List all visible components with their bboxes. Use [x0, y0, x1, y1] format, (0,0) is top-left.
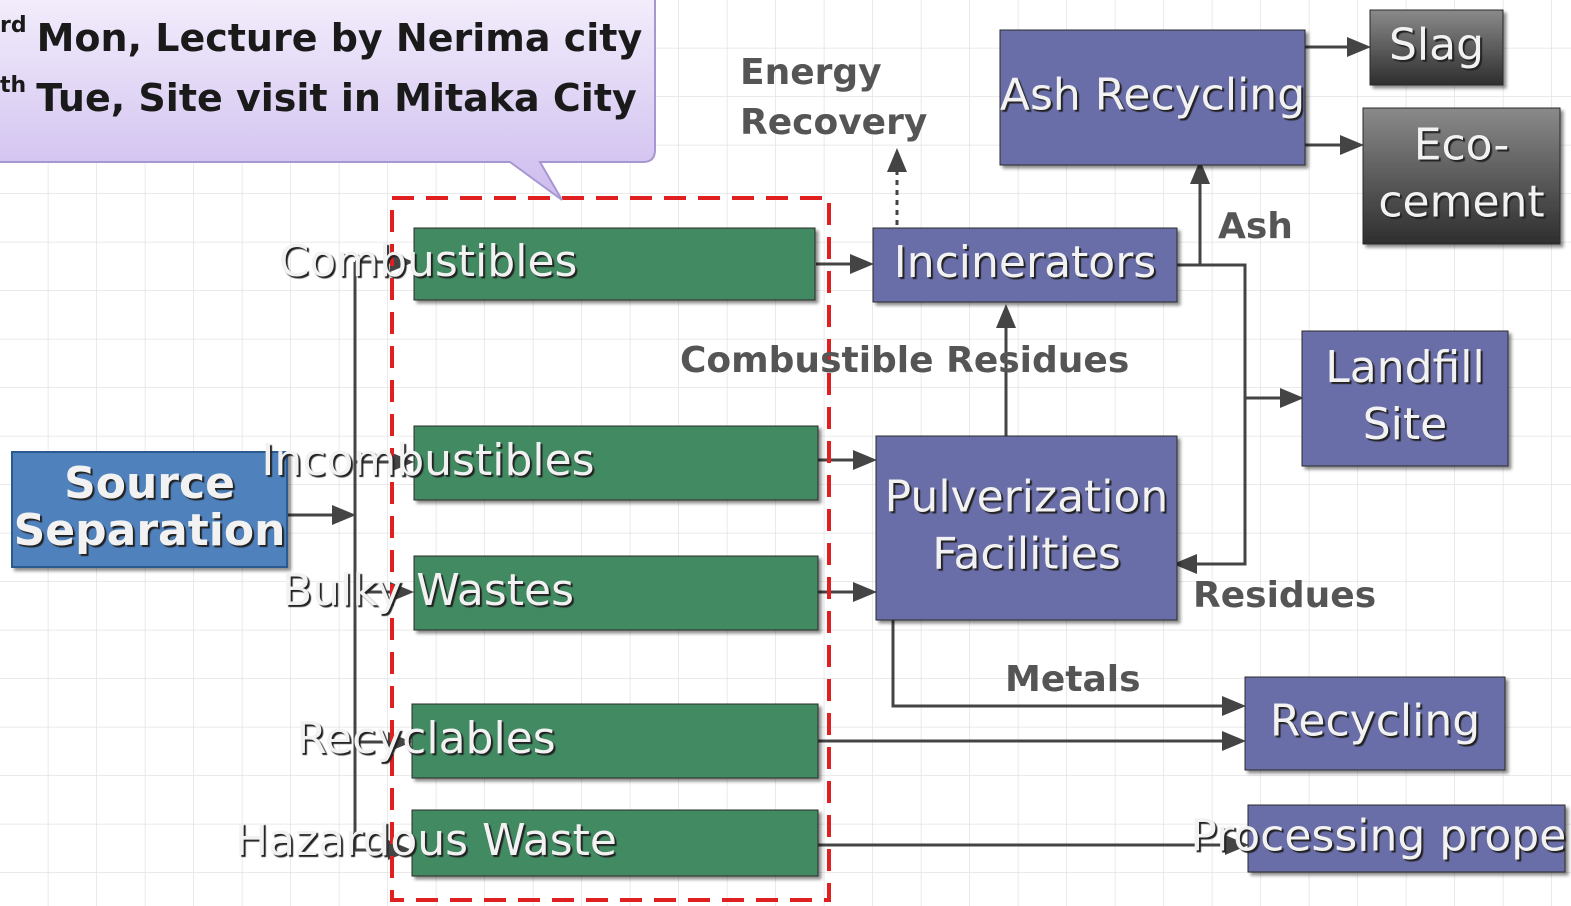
node-box — [1301, 330, 1509, 467]
node-label: Pulverization — [885, 471, 1169, 522]
node-slag: Slag — [1369, 9, 1504, 86]
node-box — [1247, 804, 1566, 873]
node-box — [999, 29, 1306, 166]
superscript: rd — [0, 13, 27, 38]
node-incinerators: Incinerators — [872, 227, 1178, 303]
node-box — [1362, 107, 1561, 245]
node-label: Bulky Wastes — [282, 565, 574, 616]
node-box — [1244, 676, 1506, 771]
node-label: cement — [1378, 177, 1544, 228]
node-label: Ash Recycling — [1000, 70, 1305, 121]
node-label: Facilities — [932, 529, 1121, 580]
node-box — [411, 703, 819, 779]
node-combustibles: Combustibles — [279, 227, 816, 301]
node-label: Hazardous Waste — [235, 815, 617, 866]
callout-text: Tue, Site visit in Mitaka City — [36, 76, 637, 120]
node-label: Incombustibles — [261, 435, 594, 486]
node-label: Site — [1363, 399, 1447, 450]
node-hazardous: Hazardous Waste — [235, 809, 819, 877]
node-label: Recycling — [1270, 696, 1480, 747]
node-label: Recyclables — [296, 713, 555, 764]
edge-label: Ash — [1218, 206, 1293, 247]
node-processing: Processing properly — [1190, 804, 1571, 873]
node-box — [875, 435, 1178, 621]
callout-text: Mon, Lecture by Nerima city — [37, 16, 643, 60]
superscript: th — [0, 73, 26, 98]
node-landfill: Landfill Site — [1301, 330, 1509, 467]
callout-line: th Tue, Site visit in Mitaka City — [0, 73, 637, 120]
node-box — [413, 227, 816, 301]
callout: rd Mon, Lecture by Nerima city th Tue, Site… — [0, 0, 656, 201]
node-incombustibles: Incombustibles — [261, 425, 819, 501]
node-box — [11, 451, 288, 568]
edge-label: Combustible Residues — [680, 340, 1129, 381]
node-box — [872, 227, 1178, 303]
node-label: Separation — [14, 505, 286, 556]
node-recycling: Recycling — [1244, 676, 1506, 771]
node-bulky: Bulky Wastes — [282, 555, 819, 631]
node-label: Processing properly — [1190, 811, 1571, 862]
node-label: Combustibles — [279, 236, 578, 287]
edge-label: Metals — [1005, 659, 1141, 700]
node-ash-recycling: Ash Recycling — [999, 29, 1306, 166]
node-box — [1369, 9, 1504, 86]
node-pulverization: Pulverization Facilities — [875, 435, 1178, 621]
node-box — [411, 809, 819, 877]
node-label: Source — [64, 458, 235, 509]
node-label: Incinerators — [894, 237, 1156, 288]
node-eco-cement: Eco-cement — [1362, 107, 1561, 245]
node-label: Slag — [1389, 20, 1484, 71]
edge-label: Energy — [740, 52, 882, 93]
node-label: Eco- — [1414, 119, 1510, 170]
callout-line: rd Mon, Lecture by Nerima city — [0, 13, 642, 60]
highlight-frame — [390, 196, 831, 902]
node-box — [413, 555, 819, 631]
node-box — [413, 425, 819, 501]
node-recyclables: Recyclables — [296, 703, 819, 779]
node-label: Landfill — [1325, 342, 1484, 393]
edge-label: Recovery — [740, 102, 927, 143]
edge-label: Residues — [1193, 575, 1376, 616]
